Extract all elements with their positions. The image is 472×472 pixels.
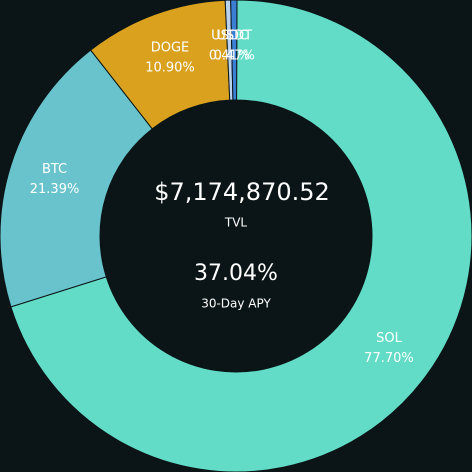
slice-percent: 0.47% <box>214 49 255 64</box>
slice <box>0 49 153 308</box>
slice <box>230 0 238 101</box>
slice-name: USDC <box>211 29 248 44</box>
slice-percent: 10.90% <box>145 60 195 75</box>
slice-name: BTC <box>42 162 67 177</box>
apy-caption: 30-Day APY <box>201 297 271 311</box>
slice-name: USDT <box>216 29 252 44</box>
slice-percent: 0.41% <box>209 49 250 64</box>
tvl-caption: TVL <box>224 216 248 230</box>
slice-percent: 77.70% <box>364 351 414 366</box>
apy-value: 37.04% <box>194 261 278 286</box>
slice <box>10 0 472 472</box>
tvl-value: $7,174,870.52 <box>154 178 330 206</box>
slice-percent: 21.39% <box>30 182 80 197</box>
slice-name: DOGE <box>151 40 190 55</box>
slice-name: SOL <box>376 331 402 346</box>
